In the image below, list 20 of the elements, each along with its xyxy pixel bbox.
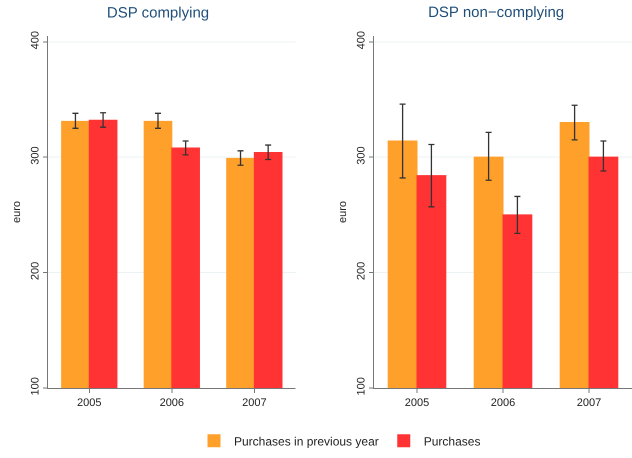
x-tick-label: 2005 (77, 397, 102, 410)
y-tick-label: 400 (30, 30, 42, 50)
y-tick-label: 200 (356, 262, 368, 280)
y-tick-label: 400 (356, 30, 368, 50)
x-tick-label: 2007 (242, 397, 267, 410)
x-tick-label: 2006 (160, 397, 184, 410)
chart-title: DSP non−complying (428, 4, 564, 21)
y-axis-title: euro (337, 200, 350, 224)
legend-label: Purchases in previous year (234, 434, 379, 448)
y-tick-label: 200 (30, 262, 42, 280)
x-tick-label: 2006 (490, 397, 516, 410)
y-tick-label: 100 (30, 377, 42, 396)
x-tick-label: 2007 (576, 397, 602, 410)
chart-title: DSP complying (106, 4, 210, 22)
y-tick-label: 300 (356, 146, 368, 165)
y-tick-label: 300 (30, 146, 42, 165)
legend-label: Purchases (424, 434, 480, 448)
y-axis-title: euro (11, 200, 24, 224)
y-tick-label: 100 (356, 377, 368, 396)
x-tick-label: 2005 (404, 397, 430, 410)
